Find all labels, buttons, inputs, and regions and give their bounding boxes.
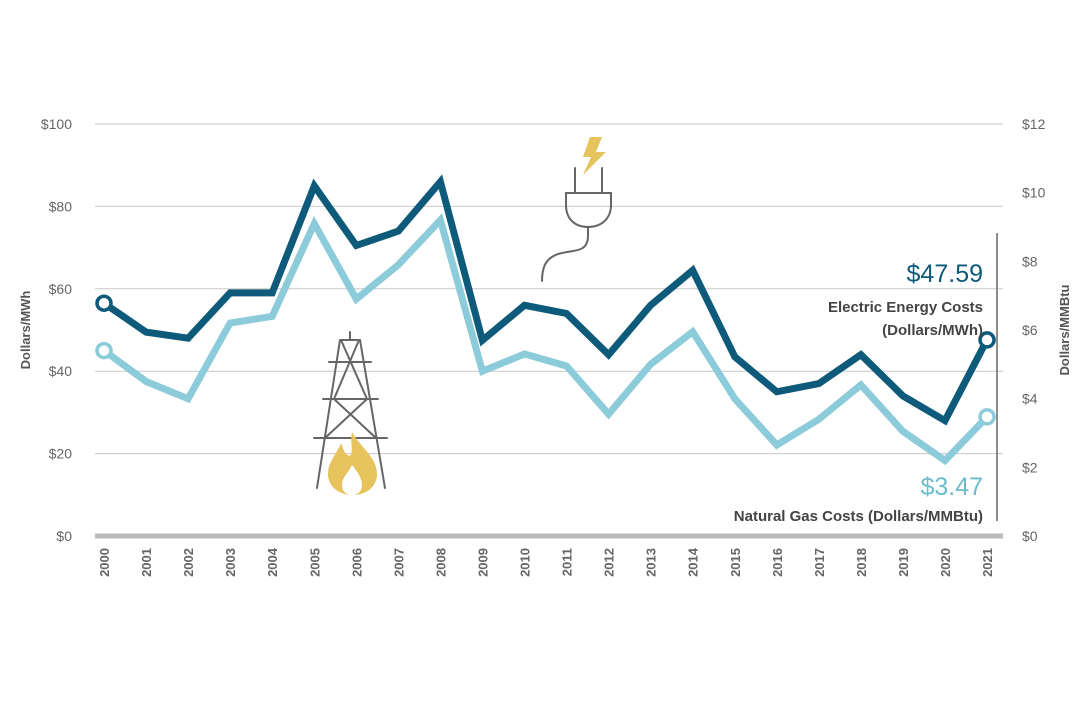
- lightning-bolt-icon: [583, 137, 606, 175]
- x-tick-label: 2009: [475, 548, 490, 577]
- x-tick-label: 2015: [728, 548, 743, 577]
- x-tick-label: 2020: [938, 548, 953, 577]
- oil-derrick-icon: [313, 331, 388, 489]
- x-tick-label: 2005: [307, 548, 322, 577]
- x-tick-label: 2004: [265, 547, 280, 577]
- x-tick-label: 2017: [812, 548, 827, 577]
- electric-legend-label-2: (Dollars/MWh): [882, 322, 983, 339]
- gas-flame-icon: [328, 432, 377, 495]
- electric-endpoint-marker: [95, 294, 113, 312]
- natural-gas-endpoint-marker: [978, 408, 996, 426]
- x-tick-label: 2008: [433, 548, 448, 577]
- x-tick-label: 2007: [391, 548, 406, 577]
- natural-gas-endpoint-marker: [95, 341, 113, 360]
- electric-end-value: $47.59: [907, 260, 983, 288]
- y-tick-label-right: $12: [1022, 116, 1046, 132]
- y-tick-label-left: $20: [49, 446, 73, 462]
- x-tick-label: 2018: [854, 548, 869, 577]
- x-tick-label: 2014: [686, 547, 701, 577]
- x-tick-label: 2001: [139, 548, 154, 577]
- y-tick-label-right: $4: [1022, 391, 1038, 407]
- gas-legend-label: Natural Gas Costs (Dollars/MMBtu): [734, 508, 983, 525]
- y-tick-label-left: $80: [49, 198, 73, 214]
- y-tick-label-left: $100: [41, 116, 72, 132]
- x-tick-label: 2002: [181, 548, 196, 577]
- y-tick-label-left: $0: [56, 528, 72, 544]
- y-tick-label-right: $6: [1022, 322, 1038, 338]
- y-tick-label-right: $8: [1022, 253, 1038, 269]
- x-tick-label: 2010: [518, 548, 533, 577]
- electric-endpoint-marker: [978, 331, 996, 349]
- y-tick-label-right: $2: [1022, 459, 1038, 475]
- y-axis-title-left: Dollars/MWh: [18, 291, 33, 370]
- electric-plug-icon: [541, 167, 612, 282]
- y-axis-right: $0 $2 $4 $6 $8 $10 $12: [1022, 116, 1046, 544]
- y-tick-label-left: $40: [49, 363, 73, 379]
- y-axis-title-right: Dollars/MMBtu: [1057, 284, 1072, 375]
- x-tick-label: 2000: [97, 548, 112, 577]
- x-tick-label: 2019: [896, 548, 911, 577]
- series-electric: [95, 174, 996, 426]
- electric-line: [100, 174, 991, 426]
- x-tick-label: 2006: [349, 548, 364, 577]
- y-tick-label-right: $10: [1022, 185, 1046, 201]
- x-tick-label: 2021: [980, 548, 995, 577]
- y-axis-left: $0 $20 $40 $60 $80 $100: [41, 116, 72, 544]
- electric-legend-label-1: Electric Energy Costs: [828, 299, 983, 316]
- series-natural-gas: [95, 213, 996, 466]
- x-tick-label: 2012: [602, 548, 617, 577]
- y-tick-label-left: $60: [49, 281, 73, 297]
- x-tick-label: 2016: [770, 548, 785, 577]
- y-tick-label-right: $0: [1022, 528, 1038, 544]
- gas-end-value: $3.47: [920, 473, 983, 501]
- x-tick-label: 2003: [223, 548, 238, 577]
- natural-gas-line: [100, 213, 991, 466]
- x-tick-label: 2013: [644, 548, 659, 577]
- x-axis: 2000 2001 2002 2003 2004 2005 2006 2007 2008 2009…: [97, 547, 995, 577]
- x-tick-label: 2011: [560, 548, 575, 576]
- gridlines: [95, 123, 1003, 539]
